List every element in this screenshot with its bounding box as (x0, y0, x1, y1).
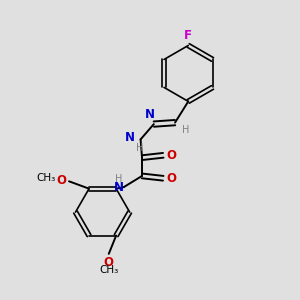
Text: O: O (166, 172, 176, 185)
Text: O: O (104, 256, 114, 269)
Text: H: H (182, 125, 189, 135)
Text: H: H (136, 143, 143, 153)
Text: O: O (57, 174, 67, 187)
Text: N: N (145, 108, 155, 121)
Text: CH₃: CH₃ (37, 173, 56, 183)
Text: F: F (184, 29, 192, 42)
Text: N: N (125, 130, 135, 143)
Text: H: H (115, 174, 122, 184)
Text: N: N (114, 181, 124, 194)
Text: CH₃: CH₃ (99, 265, 119, 275)
Text: O: O (166, 149, 176, 162)
